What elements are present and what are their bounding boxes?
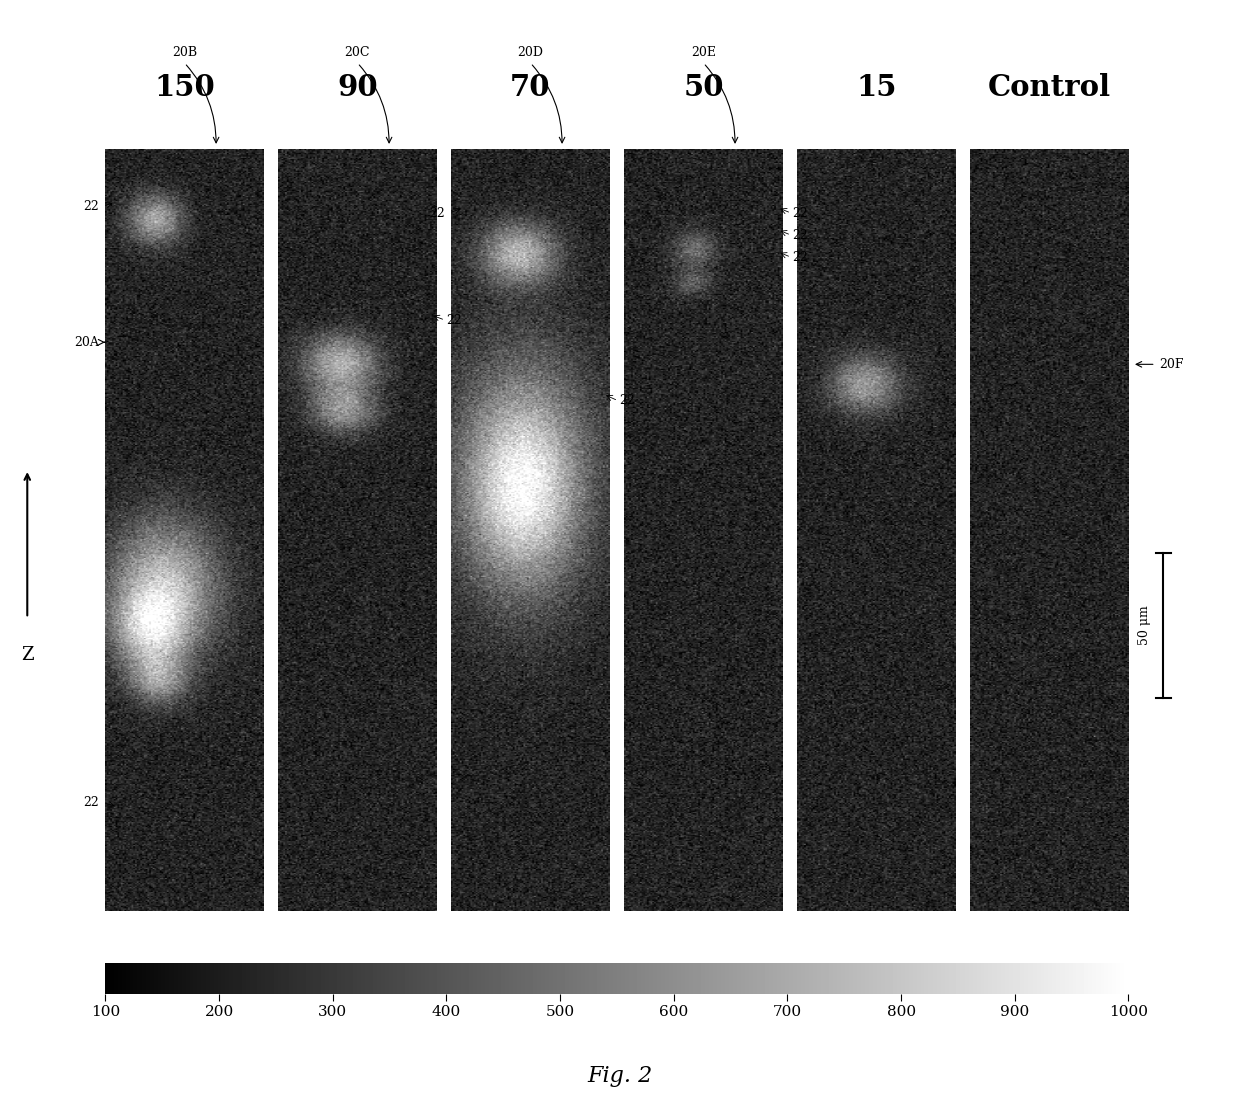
Text: 22: 22 xyxy=(792,206,808,220)
Text: 90: 90 xyxy=(337,73,378,102)
Text: 15: 15 xyxy=(856,73,897,102)
Text: 22: 22 xyxy=(83,200,99,213)
Text: 50 μm: 50 μm xyxy=(1138,605,1151,645)
Text: 150: 150 xyxy=(154,73,215,102)
Text: 22: 22 xyxy=(446,314,463,327)
Text: Control: Control xyxy=(988,73,1111,102)
Text: 20B: 20B xyxy=(172,45,197,59)
Text: 20A: 20A xyxy=(74,336,99,349)
Text: 20D: 20D xyxy=(517,45,543,59)
Text: 50: 50 xyxy=(683,73,724,102)
Text: 20C: 20C xyxy=(345,45,371,59)
Text: 22: 22 xyxy=(429,206,445,220)
Text: 70: 70 xyxy=(510,73,551,102)
Text: 20F: 20F xyxy=(1159,358,1184,371)
Text: 20E: 20E xyxy=(691,45,715,59)
Text: Fig. 2: Fig. 2 xyxy=(588,1065,652,1087)
Text: 22: 22 xyxy=(792,251,808,264)
Text: Z: Z xyxy=(21,646,33,664)
Text: 22: 22 xyxy=(83,796,99,809)
Text: 22: 22 xyxy=(792,229,808,242)
Text: 22: 22 xyxy=(620,394,635,407)
